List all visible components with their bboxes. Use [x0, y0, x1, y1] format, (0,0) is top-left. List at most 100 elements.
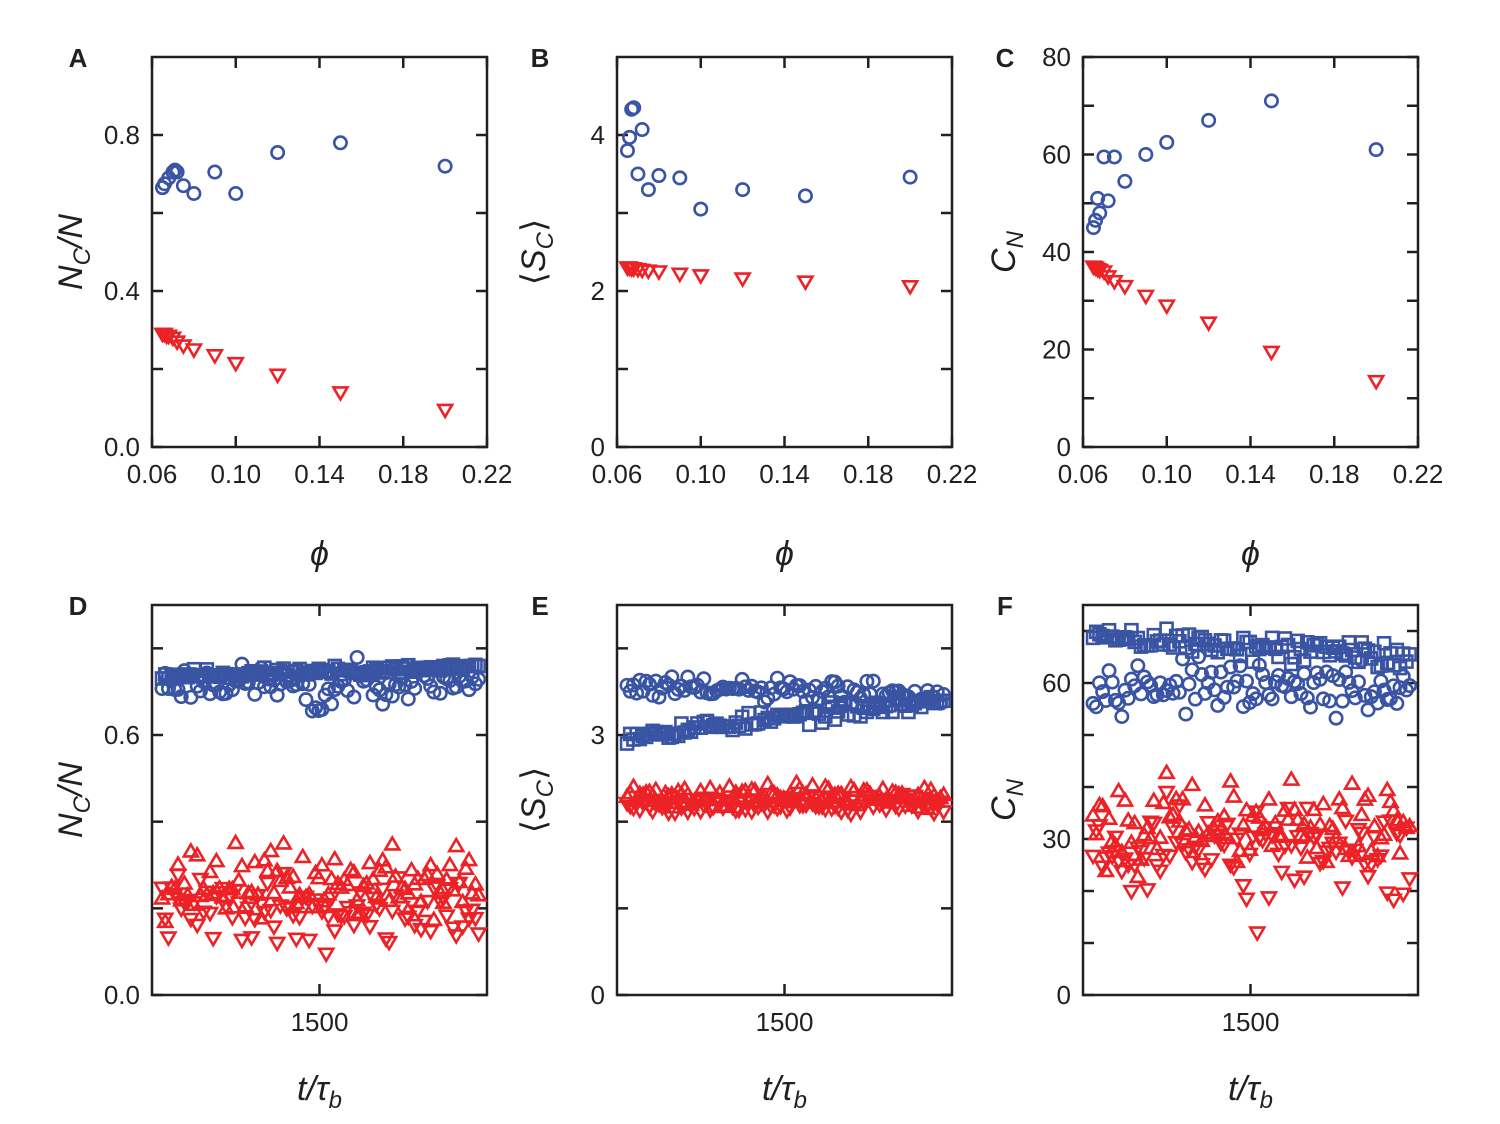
- x-axis-label: ϕ: [1241, 535, 1260, 573]
- data-point: [645, 687, 661, 703]
- data-point: [634, 122, 650, 138]
- data-point: [1223, 659, 1239, 675]
- data-point: [346, 689, 362, 705]
- data-point: [856, 686, 872, 702]
- data-point: [1106, 830, 1125, 847]
- x-tick-label: 1500: [756, 1007, 814, 1037]
- data-point: [168, 855, 188, 871]
- data-point: [213, 881, 233, 898]
- data-point: [152, 888, 172, 905]
- data-point: [664, 669, 680, 685]
- data-point: [184, 343, 204, 360]
- data-point: [223, 910, 242, 927]
- data-point: [1334, 693, 1350, 709]
- data-point: [700, 803, 720, 820]
- data-point: [434, 893, 453, 910]
- data-point: [1299, 690, 1315, 706]
- data-point: [283, 908, 303, 925]
- data-point: [1360, 702, 1376, 718]
- data-point: [216, 899, 236, 916]
- data-point: [402, 896, 421, 913]
- data-point: [1150, 828, 1170, 845]
- y-tick-label: 0: [1057, 980, 1071, 1010]
- data-point: [405, 918, 424, 935]
- data-point: [1336, 814, 1355, 831]
- data-point: [1131, 844, 1151, 861]
- data-point: [1211, 836, 1231, 853]
- data-point: [287, 932, 306, 949]
- data-point: [386, 888, 405, 905]
- data-point: [319, 910, 338, 926]
- series-blue-circles: [619, 100, 918, 217]
- data-point: [1328, 710, 1344, 726]
- x-tick-label: 0.06: [127, 459, 178, 489]
- data-point: [836, 694, 852, 710]
- data-point: [407, 680, 423, 696]
- data-point: [639, 264, 658, 281]
- data-point: [437, 158, 453, 174]
- data-point: [734, 671, 750, 687]
- data-point: [320, 681, 336, 697]
- data-point: [274, 866, 293, 883]
- data-point: [203, 931, 223, 948]
- data-point: [1085, 220, 1101, 236]
- data-point: [376, 857, 396, 874]
- data-point: [1248, 691, 1264, 707]
- data-point: [419, 670, 435, 686]
- data-point: [399, 910, 418, 927]
- data-point: [630, 166, 646, 182]
- data-point: [1104, 674, 1120, 690]
- data-point: [1189, 843, 1208, 860]
- data-point: [450, 872, 469, 889]
- data-point: [1175, 651, 1191, 667]
- data-point: [351, 886, 370, 902]
- data-point: [270, 145, 286, 161]
- y-tick-label: 0.0: [104, 980, 140, 1010]
- data-point: [1266, 821, 1285, 837]
- data-point: [1171, 684, 1187, 700]
- data-point: [207, 164, 223, 180]
- data-point: [386, 866, 405, 883]
- data-point: [253, 660, 269, 676]
- data-point: [1397, 821, 1416, 838]
- data-point: [360, 853, 380, 870]
- data-point: [426, 684, 442, 700]
- data-point: [1229, 673, 1245, 689]
- data-point: [1358, 786, 1378, 802]
- plot-frame: [1081, 55, 1420, 449]
- data-point: [180, 668, 196, 684]
- panel-b: 0 2 4 0.06 0.10 0.14 0.18 0.22 B ⟨SC⟩ ϕ: [515, 43, 977, 573]
- data-point: [1173, 789, 1192, 806]
- y-tick-label: 60: [1042, 140, 1071, 170]
- data-point: [459, 850, 479, 867]
- data-point: [1368, 142, 1384, 158]
- data-point: [1195, 862, 1215, 879]
- data-point: [267, 936, 287, 953]
- data-point: [324, 696, 340, 712]
- data-point: [325, 924, 344, 941]
- data-point: [370, 902, 389, 919]
- y-tick-label: 20: [1042, 335, 1071, 365]
- x-tick-label: 0.10: [675, 459, 726, 489]
- series-blue-circles: [1085, 93, 1384, 236]
- y-tick-label: 0: [1057, 432, 1071, 462]
- data-point: [389, 871, 408, 887]
- data-point: [267, 861, 287, 878]
- y-tick-label: 3: [591, 720, 605, 750]
- data-point: [1263, 93, 1279, 109]
- data-point: [1346, 843, 1365, 860]
- data-point: [430, 894, 450, 911]
- data-point: [187, 845, 207, 862]
- data-point: [757, 694, 773, 710]
- data-point: [1136, 289, 1156, 306]
- data-point: [165, 887, 185, 904]
- data-point: [1117, 173, 1133, 189]
- data-point: [424, 881, 444, 898]
- data-point: [1237, 892, 1256, 909]
- data-point: [248, 888, 268, 905]
- data-point: [622, 129, 638, 145]
- data-point: [175, 873, 194, 890]
- data-point: [392, 900, 412, 917]
- plot-frame: [150, 55, 489, 449]
- data-point: [363, 869, 383, 886]
